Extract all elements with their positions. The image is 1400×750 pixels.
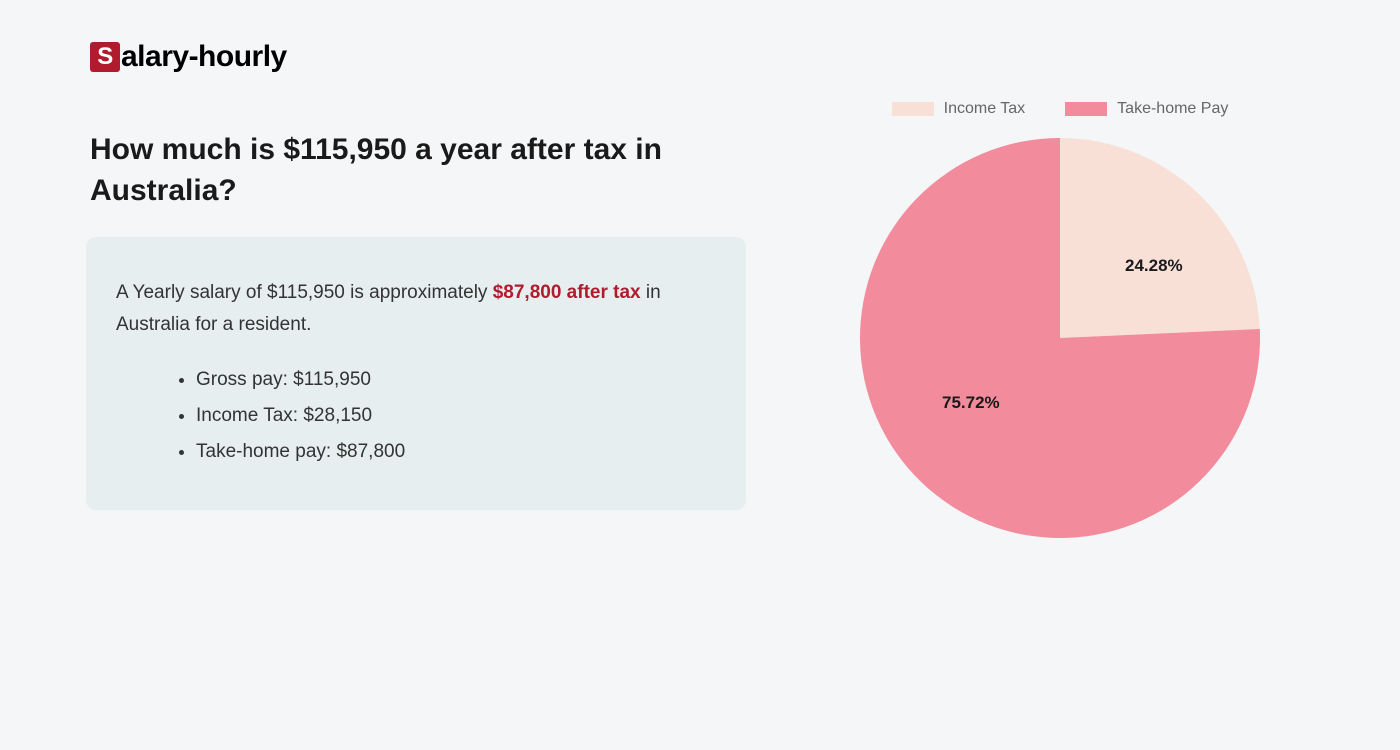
- logo-text: alary-hourly: [121, 40, 287, 74]
- legend-item-take-home: Take-home Pay: [1065, 100, 1228, 118]
- summary-card: A Yearly salary of $115,950 is approxima…: [86, 237, 746, 510]
- page-title: How much is $115,950 a year after tax in…: [90, 130, 710, 211]
- summary-highlight: $87,800 after tax: [493, 282, 641, 303]
- legend-swatch-icon: [892, 102, 934, 116]
- summary-prefix: A Yearly salary of $115,950 is approxima…: [116, 282, 493, 303]
- legend-swatch-icon: [1065, 102, 1107, 116]
- pie-chart: 24.28% 75.72%: [860, 138, 1260, 538]
- pie-svg-icon: [860, 138, 1260, 538]
- logo-s-icon: S: [90, 42, 120, 72]
- breakdown-list: Gross pay: $115,950 Income Tax: $28,150 …: [116, 362, 716, 470]
- pie-chart-container: Income Tax Take-home Pay 24.28% 75.72%: [820, 100, 1300, 538]
- summary-text: A Yearly salary of $115,950 is approxima…: [116, 277, 716, 342]
- legend-item-income-tax: Income Tax: [892, 100, 1026, 118]
- list-item: Take-home pay: $87,800: [196, 434, 716, 470]
- slice-label-take-home: 75.72%: [942, 393, 1000, 413]
- site-logo: Salary-hourly: [90, 40, 287, 74]
- legend-label: Take-home Pay: [1117, 100, 1228, 118]
- legend-label: Income Tax: [944, 100, 1026, 118]
- list-item: Income Tax: $28,150: [196, 398, 716, 434]
- slice-label-income-tax: 24.28%: [1125, 256, 1183, 276]
- chart-legend: Income Tax Take-home Pay: [820, 100, 1300, 118]
- list-item: Gross pay: $115,950: [196, 362, 716, 398]
